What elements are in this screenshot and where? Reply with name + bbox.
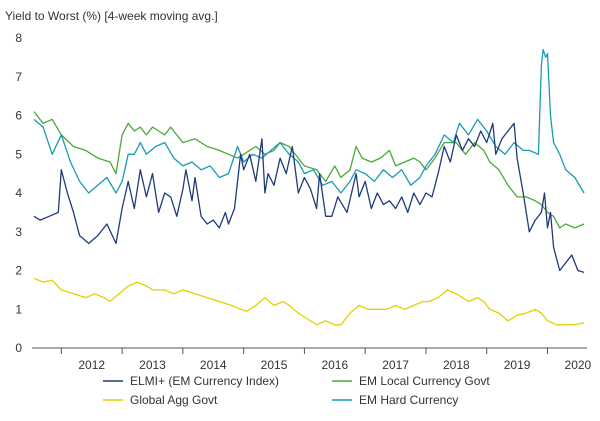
x-tick-label: 2015 [261,358,288,372]
series-line-2 [33,277,585,326]
y-tick-label: 8 [15,31,22,45]
series-lines [33,48,585,326]
legend-label: Global Agg Govt [130,393,218,407]
legend-label: EM Local Currency Govt [359,374,490,388]
y-tick-label: 4 [15,186,22,200]
series-line-3 [33,48,585,194]
x-tick-label: 2020 [565,358,592,372]
x-tick-label: 2014 [200,358,227,372]
y-tick-label: 7 [15,70,22,84]
y-tick-label: 2 [15,264,22,278]
series-line-0 [33,122,585,274]
x-tick-label: 2017 [382,358,409,372]
x-tick-label: 2016 [321,358,348,372]
legend-label: ELMI+ (EM Currency Index) [130,374,279,388]
x-tick-label: 2012 [78,358,105,372]
chart-title: Yield to Worst (%) [4-week moving avg.] [5,9,218,23]
legend-label: EM Hard Currency [359,393,458,407]
y-tick-label: 5 [15,147,22,161]
series-line-1 [33,111,585,229]
legend: ELMI+ (EM Currency Index) EM Local Curren… [103,374,490,407]
x-axis-ticks: 2012 2013 2014 2015 2016 2017 2018 2019 2020 [60,348,592,372]
x-tick-label: 2018 [443,358,470,372]
y-tick-label: 3 [15,225,22,239]
x-tick-label: 2019 [504,358,531,372]
y-axis-ticks: 0 1 2 3 4 5 6 7 8 [15,31,22,355]
y-tick-label: 0 [15,341,22,355]
y-tick-label: 1 [15,302,22,316]
y-tick-label: 6 [15,109,22,123]
x-tick-label: 2013 [139,358,166,372]
